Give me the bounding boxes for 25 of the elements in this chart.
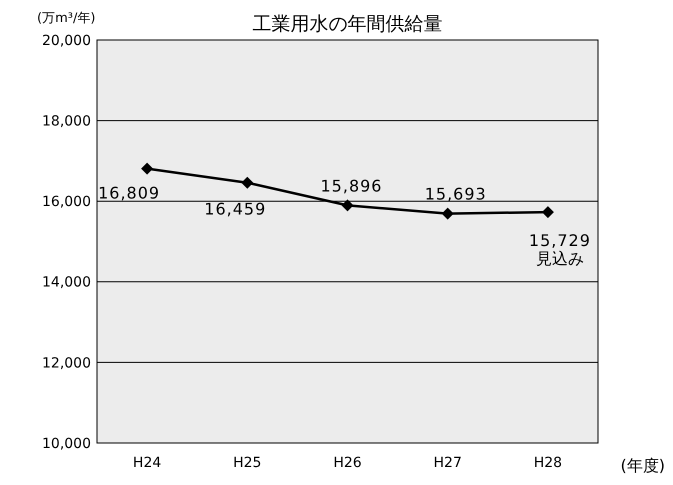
x-tick-label: H28: [534, 455, 562, 471]
y-tick-label: 16,000: [42, 194, 91, 210]
y-tick-label: 12,000: [42, 355, 91, 372]
point: [442, 208, 454, 220]
data-label: 16,459: [204, 200, 266, 219]
point: [342, 199, 354, 212]
data-label: 15,693: [424, 184, 487, 204]
point: [141, 162, 154, 175]
data-label: 15,729: [528, 231, 591, 250]
y-tick-label: 10,000: [42, 436, 91, 452]
x-tick-label: H27: [434, 455, 462, 471]
data-label: 16,809: [98, 184, 160, 203]
x-tick-label: H25: [233, 455, 262, 471]
y-tick-label: 14,000: [42, 274, 91, 291]
point: [542, 206, 554, 218]
point: [241, 176, 254, 189]
x-tick-label: H26: [333, 455, 362, 471]
y-axis-title: (万m³/年): [37, 11, 96, 26]
y-tick-label: 20,000: [42, 32, 91, 49]
data-label: 15,896: [320, 176, 382, 196]
x-tick-label: H24: [132, 455, 162, 471]
y-tick-label: 18,000: [42, 114, 91, 130]
x-axis-title: (年度): [620, 456, 665, 475]
chart-title: 工業用水の年間供給量: [252, 13, 442, 35]
annotation: 見込み: [536, 249, 584, 268]
